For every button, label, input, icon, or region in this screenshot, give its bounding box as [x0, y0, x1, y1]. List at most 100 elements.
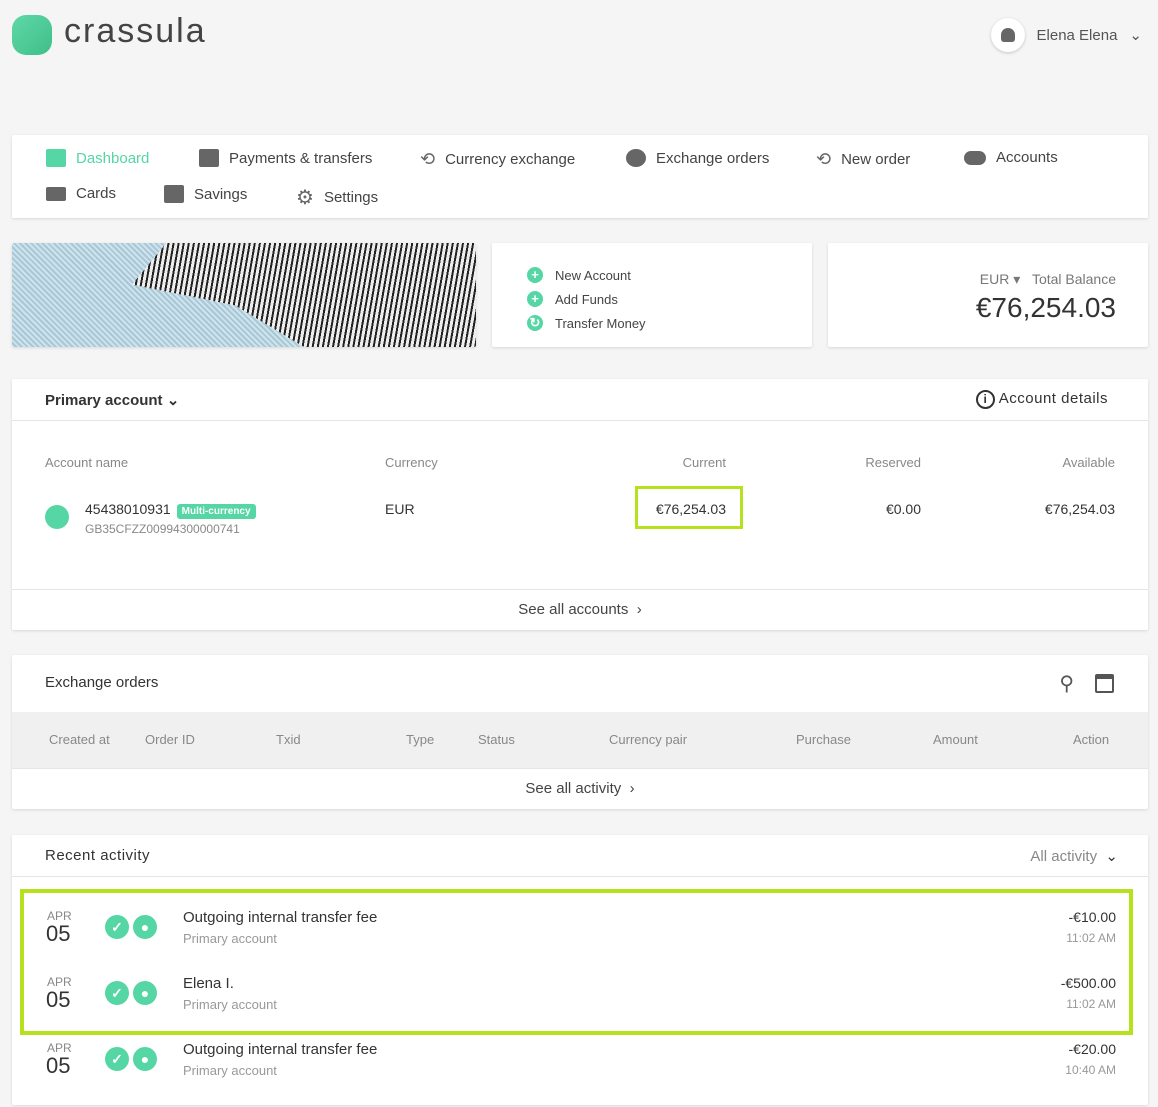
col-currency-pair: Currency pair: [609, 732, 688, 747]
chevron-down-icon: ⌄: [1105, 847, 1118, 865]
activity-month: APR: [47, 975, 72, 989]
col-action: Action: [1073, 732, 1110, 747]
activity-title: Outgoing internal transfer fee: [183, 1041, 378, 1058]
account-details-link[interactable]: i Account details: [975, 390, 1108, 409]
qa-label: Transfer Money: [555, 315, 646, 331]
account-selector[interactable]: Primary account ⌄: [45, 391, 179, 409]
gear-icon: ⚙: [296, 187, 314, 209]
account-number-text: 45438010931: [85, 501, 171, 517]
col-order-id: Order ID: [145, 732, 195, 747]
nav-label: Payments & transfers: [229, 149, 373, 167]
nav-exchange-orders[interactable]: Exchange orders: [626, 149, 769, 167]
check-icon: ✓: [105, 1047, 129, 1071]
col-type: Type: [406, 732, 435, 747]
exchange-orders-panel: Exchange orders ⚲ Created at Order ID Tx…: [12, 655, 1148, 809]
activity-account: Primary account: [183, 997, 277, 1012]
accounts-panel: Primary account ⌄ i Account details Acco…: [12, 379, 1148, 630]
multi-currency-badge: Multi-currency: [176, 504, 256, 519]
exchange-orders-header: Created at Order ID Txid Type Status Cur…: [12, 712, 1148, 768]
currency-select[interactable]: EUR ▾: [979, 271, 1021, 287]
filter-label: All activity: [1030, 847, 1098, 865]
nav-label: Exchange orders: [656, 149, 770, 167]
add-funds-link[interactable]: + Add Funds: [527, 287, 777, 311]
balance-label: Total Balance: [1031, 271, 1116, 287]
nav-accounts[interactable]: Accounts: [964, 149, 1058, 166]
toggle-icon: [964, 150, 986, 165]
transfer-money-link[interactable]: ↻ Transfer Money: [527, 311, 777, 335]
col-purchase: Purchase: [796, 732, 851, 747]
header-reserved: Reserved: [865, 455, 921, 470]
col-txid: Txid: [276, 732, 301, 747]
activity-account: Primary account: [183, 931, 277, 946]
activity-time: 11:02 AM: [1066, 931, 1116, 945]
avatar: [990, 18, 1025, 52]
person-icon: ●: [133, 981, 157, 1005]
nav-settings[interactable]: ⚙ Settings: [296, 185, 378, 210]
activity-amount: -€500.00: [1060, 975, 1116, 991]
activity-time: 11:02 AM: [1066, 997, 1116, 1011]
highlight-box: [635, 486, 743, 529]
header-current: Current: [682, 455, 726, 470]
header-currency: Currency: [385, 455, 438, 470]
nav-label: New order: [841, 151, 911, 168]
col-status: Status: [478, 732, 515, 747]
activity-item[interactable]: APR 05 ✓ ● Elena I. Primary account -€500.0…: [12, 975, 1148, 1041]
crassula-logo[interactable]: [12, 15, 52, 55]
exchange-orders-title: Exchange orders: [45, 674, 159, 691]
chevron-right-icon: ›: [629, 780, 635, 797]
nav-currency-exchange[interactable]: ⟲ Currency exchange: [420, 149, 575, 170]
see-all-accounts-link[interactable]: See all accounts ›: [12, 589, 1148, 630]
account-iban: GB35CFZZ00994300000741: [85, 522, 240, 536]
currency-value: EUR: [979, 271, 1010, 287]
activity-time: 10:40 AM: [1065, 1063, 1116, 1077]
nav-label: Savings: [194, 185, 248, 203]
exchange-icon: ⟲: [816, 149, 832, 169]
see-all-activity-link[interactable]: See all activity ›: [12, 768, 1148, 809]
activity-amount: -€10.00: [1068, 909, 1116, 925]
nav-savings[interactable]: Savings: [164, 185, 247, 203]
qa-label: Add Funds: [555, 291, 618, 307]
footer-label: See all activity: [525, 780, 622, 797]
plus-icon: +: [527, 267, 543, 283]
qa-label: New Account: [555, 267, 631, 283]
header-available: Available: [1062, 455, 1115, 470]
nav-cards[interactable]: Cards: [46, 185, 116, 202]
chevron-down-icon: ⌄: [1129, 27, 1142, 44]
user-menu[interactable]: Elena Elena ⌄: [990, 18, 1142, 52]
header-account-name: Account name: [45, 455, 129, 470]
activity-filter[interactable]: All activity ⌄: [1030, 847, 1118, 865]
main-nav: Dashboard Payments & transfers ⟲ Currency…: [12, 135, 1148, 218]
recent-activity-title: Recent activity: [45, 847, 151, 864]
search-icon[interactable]: ⚲: [1059, 673, 1074, 695]
account-available: €76,254.03: [1044, 501, 1115, 517]
activity-item[interactable]: APR 05 ✓ ● Outgoing internal transfer fee P…: [12, 909, 1148, 975]
check-icon: ✓: [105, 915, 129, 939]
multi-currency-icon: [45, 505, 69, 529]
activity-month: APR: [47, 1041, 72, 1055]
dashboard-icon: [46, 149, 66, 167]
highlight-box: [20, 889, 1133, 1035]
calendar-icon[interactable]: [1095, 674, 1114, 693]
details-label: Account details: [998, 390, 1108, 407]
safe-icon: [164, 185, 184, 203]
plus-icon: +: [527, 291, 543, 307]
nav-label: Cards: [76, 185, 117, 202]
activity-item[interactable]: APR 05 ✓ ● Outgoing internal transfer fee P…: [12, 1041, 1148, 1107]
activity-day: 05: [46, 1053, 71, 1078]
refresh-icon: ↻: [527, 315, 543, 331]
new-account-link[interactable]: + New Account: [527, 263, 777, 287]
nav-new-order[interactable]: ⟲ New order: [816, 149, 910, 170]
footer-label: See all accounts: [518, 601, 629, 618]
activity-amount: -€20.00: [1068, 1041, 1116, 1057]
balance-amount: €76,254.03: [975, 292, 1116, 323]
chevron-down-icon: ⌄: [166, 391, 180, 409]
activity-title: Elena I.: [183, 975, 234, 992]
col-created-at: Created at: [49, 732, 110, 747]
nav-payments[interactable]: Payments & transfers: [199, 149, 372, 167]
promo-banner: [12, 243, 476, 347]
orders-icon: [626, 149, 646, 167]
quick-actions: + New Account + Add Funds ↻ Transfer Money: [492, 243, 812, 347]
nav-dashboard[interactable]: Dashboard: [46, 149, 149, 167]
person-icon: ●: [133, 915, 157, 939]
info-icon: i: [975, 390, 995, 409]
